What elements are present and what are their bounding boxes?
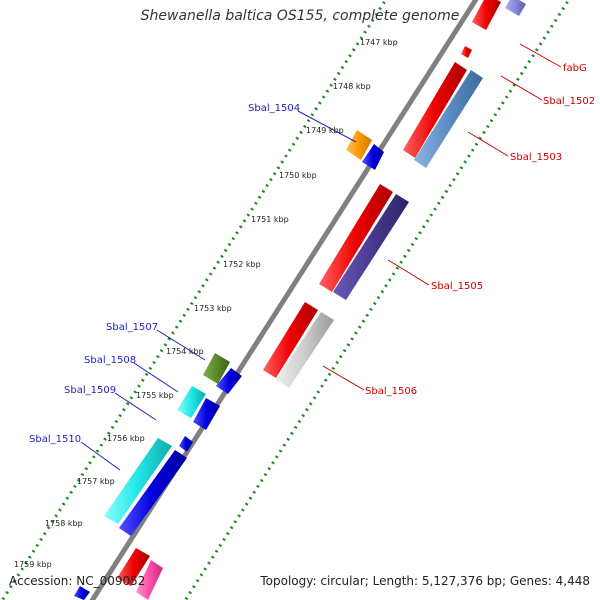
tick-label: 1747 kbp: [360, 38, 398, 47]
callout-Sbal_1506: [322, 365, 365, 391]
tick-label: 1754 kbp: [166, 347, 204, 356]
tick-labels: 1747 kbp 1748 kbp 1749 kbp 1750 kbp 1751…: [14, 38, 398, 569]
gene-bottom-pink[interactable]: [136, 560, 163, 600]
map-title: Shewanella baltica OS155, complete genom…: [140, 8, 460, 24]
gene-Sbal_1503-bar[interactable]: [414, 70, 483, 168]
tick-label: 1756 kbp: [107, 434, 145, 443]
gene-label-fabG[interactable]: fabG: [563, 63, 587, 74]
accession-text: Accession: NC_009052: [9, 574, 146, 588]
gene-label-Sbal_1502[interactable]: Sbal_1502: [543, 96, 595, 107]
tick-label: 1750 kbp: [279, 171, 317, 180]
tick-label: 1748 kbp: [333, 82, 371, 91]
callout-Sbal_1505: [387, 259, 430, 286]
tick-label: 1758 kbp: [45, 519, 83, 528]
gene-callouts: [80, 43, 562, 471]
tick-label: 1751 kbp: [251, 215, 289, 224]
gene-bottom-blue[interactable]: [74, 586, 90, 600]
gene-top-small[interactable]: [505, 0, 526, 16]
gene-label-Sbal_1507[interactable]: Sbal_1507: [106, 322, 158, 333]
gene-labels-right: fabG Sbal_1502 Sbal_1503 Sbal_1505 Sbal_…: [365, 63, 595, 397]
callout-Sbal_1504: [297, 110, 357, 143]
gene-Sbal_1509-blue[interactable]: [193, 398, 220, 430]
gene-features: [74, 0, 526, 600]
gene-label-Sbal_1508[interactable]: Sbal_1508: [84, 355, 136, 366]
gene-label-Sbal_1504[interactable]: Sbal_1504: [248, 103, 300, 114]
callout-Sbal_1510: [80, 441, 121, 471]
gene-label-Sbal_1506[interactable]: Sbal_1506: [365, 386, 417, 397]
gene-Sbal_1506-silver[interactable]: [276, 312, 334, 388]
callout-Sbal_1509: [114, 392, 157, 421]
gene-Sbal_1510-blue[interactable]: [119, 450, 187, 536]
callout-Sbal_1508: [133, 362, 179, 393]
gene-label-Sbal_1510[interactable]: Sbal_1510: [29, 434, 81, 445]
gene-labels-left: Sbal_1504 Sbal_1507 Sbal_1508 Sbal_1509 …: [29, 103, 300, 445]
gene-label-Sbal_1509[interactable]: Sbal_1509: [64, 385, 116, 396]
callout-Sbal_1507: [156, 329, 206, 361]
gene-Sbal_1505-purple[interactable]: [333, 194, 409, 300]
gene-fabG-bar[interactable]: [472, 0, 501, 30]
gene-Sbal_1506-red[interactable]: [263, 302, 318, 378]
gene-Sbal_1505-red[interactable]: [319, 184, 393, 292]
genome-summary-text: Topology: circular; Length: 5,127,376 bp…: [260, 574, 590, 588]
tick-label: 1757 kbp: [77, 477, 115, 486]
gene-Sbal_1510-cyan[interactable]: [104, 438, 172, 524]
tick-label: 1752 kbp: [223, 260, 261, 269]
gene-Sbal_1507-blue[interactable]: [216, 368, 242, 394]
tick-label: 1753 kbp: [194, 304, 232, 313]
gene-Sbal_1507-olive[interactable]: [203, 353, 230, 384]
gene-Sbal_1504-orange[interactable]: [346, 130, 372, 160]
tick-label: 1755 kbp: [136, 391, 174, 400]
callout-Sbal_1503: [467, 131, 509, 157]
callout-fabG: [519, 43, 562, 68]
gene-label-Sbal_1503[interactable]: Sbal_1503: [510, 152, 562, 163]
gene-Sbal_1502-small[interactable]: [461, 46, 472, 58]
callout-Sbal_1502: [500, 75, 543, 101]
right-tick-track: [183, 0, 571, 600]
gene-Sbal_1510-small[interactable]: [179, 436, 193, 452]
gene-Sbal_1504-blue[interactable]: [362, 144, 384, 170]
tick-label: 1759 kbp: [14, 560, 52, 569]
gene-Sbal_1508-cyan[interactable]: [177, 386, 206, 418]
tick-label: 1749 kbp: [306, 126, 344, 135]
gene-Sbal_1502-bar[interactable]: [403, 62, 467, 158]
gene-label-Sbal_1505[interactable]: Sbal_1505: [431, 281, 483, 292]
gene-bottom-red[interactable]: [117, 548, 150, 586]
